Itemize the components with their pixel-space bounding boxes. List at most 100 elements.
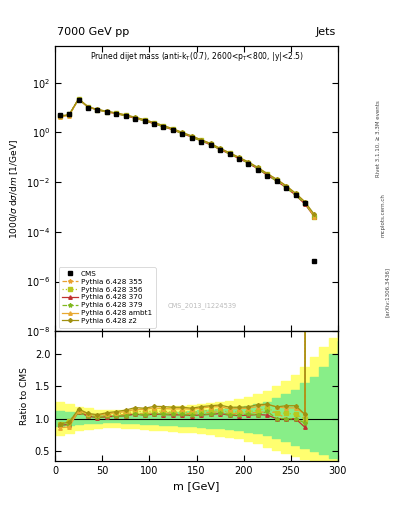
Line: Pythia 6.428 356: Pythia 6.428 356 bbox=[58, 97, 316, 219]
Pythia 6.428 ambt1 bbox=[218, 145, 222, 152]
Text: Rivet 3.1.10, ≥ 3.3M events: Rivet 3.1.10, ≥ 3.3M events bbox=[376, 100, 380, 177]
Line: Pythia 6.428 z2: Pythia 6.428 z2 bbox=[58, 97, 316, 216]
Pythia 6.428 355 bbox=[123, 113, 128, 119]
Pythia 6.428 356 bbox=[161, 123, 166, 130]
Pythia 6.428 ambt1 bbox=[133, 114, 138, 120]
Pythia 6.428 379 bbox=[303, 200, 307, 206]
Text: Jets: Jets bbox=[316, 27, 336, 37]
Pythia 6.428 379 bbox=[265, 172, 270, 178]
CMS bbox=[142, 118, 147, 124]
Pythia 6.428 370 bbox=[95, 107, 100, 113]
Pythia 6.428 370 bbox=[246, 160, 251, 166]
Pythia 6.428 355 bbox=[303, 200, 307, 206]
CMS bbox=[237, 156, 241, 162]
Pythia 6.428 355 bbox=[237, 155, 241, 161]
Pythia 6.428 z2 bbox=[161, 122, 166, 129]
Pythia 6.428 355 bbox=[114, 111, 119, 117]
Pythia 6.428 z2 bbox=[303, 199, 307, 205]
Pythia 6.428 z2 bbox=[67, 112, 72, 118]
Pythia 6.428 z2 bbox=[189, 133, 194, 139]
X-axis label: m [GeV]: m [GeV] bbox=[173, 481, 220, 491]
Pythia 6.428 379 bbox=[218, 146, 222, 153]
Pythia 6.428 370 bbox=[142, 118, 147, 124]
Pythia 6.428 379 bbox=[67, 112, 72, 118]
Pythia 6.428 355 bbox=[274, 177, 279, 183]
Pythia 6.428 379 bbox=[227, 151, 232, 157]
Pythia 6.428 379 bbox=[189, 134, 194, 140]
Pythia 6.428 z2 bbox=[255, 164, 260, 170]
Pythia 6.428 356 bbox=[237, 155, 241, 161]
Pythia 6.428 370 bbox=[171, 127, 175, 133]
Pythia 6.428 370 bbox=[255, 166, 260, 172]
Pythia 6.428 370 bbox=[284, 185, 288, 191]
CMS bbox=[95, 107, 100, 113]
Pythia 6.428 356 bbox=[246, 160, 251, 166]
CMS bbox=[227, 152, 232, 158]
Pythia 6.428 355 bbox=[152, 120, 156, 126]
Pythia 6.428 z2 bbox=[123, 112, 128, 118]
Pythia 6.428 z2 bbox=[265, 170, 270, 177]
Pythia 6.428 ambt1 bbox=[237, 155, 241, 161]
CMS bbox=[180, 131, 185, 137]
Pythia 6.428 ambt1 bbox=[293, 190, 298, 197]
Pythia 6.428 z2 bbox=[312, 211, 317, 218]
Legend: CMS, Pythia 6.428 355, Pythia 6.428 356, Pythia 6.428 370, Pythia 6.428 379, Pyt: CMS, Pythia 6.428 355, Pythia 6.428 356,… bbox=[59, 267, 156, 328]
CMS bbox=[218, 147, 222, 154]
Pythia 6.428 370 bbox=[303, 201, 307, 207]
Pythia 6.428 356 bbox=[284, 184, 288, 190]
CMS bbox=[199, 138, 204, 144]
Pythia 6.428 379 bbox=[237, 155, 241, 161]
Pythia 6.428 379 bbox=[57, 113, 62, 119]
CMS bbox=[123, 113, 128, 119]
Pythia 6.428 370 bbox=[265, 172, 270, 178]
Pythia 6.428 370 bbox=[274, 178, 279, 184]
Pythia 6.428 379 bbox=[161, 123, 166, 130]
Pythia 6.428 355 bbox=[227, 151, 232, 157]
Pythia 6.428 356 bbox=[312, 214, 317, 220]
CMS bbox=[105, 109, 109, 115]
CMS bbox=[171, 127, 175, 134]
Pythia 6.428 379 bbox=[208, 142, 213, 148]
CMS bbox=[114, 111, 119, 117]
Pythia 6.428 370 bbox=[67, 112, 72, 118]
Pythia 6.428 z2 bbox=[199, 137, 204, 143]
Pythia 6.428 356 bbox=[180, 130, 185, 136]
Pythia 6.428 356 bbox=[189, 134, 194, 140]
Line: CMS: CMS bbox=[57, 98, 317, 263]
Text: [arXiv:1306.3436]: [arXiv:1306.3436] bbox=[385, 267, 390, 317]
Pythia 6.428 370 bbox=[86, 104, 90, 110]
Pythia 6.428 355 bbox=[95, 106, 100, 113]
Pythia 6.428 379 bbox=[246, 160, 251, 166]
Pythia 6.428 356 bbox=[67, 112, 72, 118]
CMS bbox=[76, 97, 81, 103]
Pythia 6.428 379 bbox=[171, 127, 175, 133]
Pythia 6.428 370 bbox=[237, 156, 241, 162]
Pythia 6.428 355 bbox=[86, 104, 90, 110]
Pythia 6.428 z2 bbox=[237, 154, 241, 160]
Pythia 6.428 379 bbox=[105, 109, 109, 115]
Pythia 6.428 z2 bbox=[95, 106, 100, 113]
Pythia 6.428 379 bbox=[255, 166, 260, 172]
Pythia 6.428 379 bbox=[76, 96, 81, 102]
Pythia 6.428 ambt1 bbox=[114, 110, 119, 116]
Pythia 6.428 370 bbox=[57, 113, 62, 119]
Pythia 6.428 z2 bbox=[227, 150, 232, 156]
CMS bbox=[246, 161, 251, 167]
Pythia 6.428 370 bbox=[208, 142, 213, 148]
Pythia 6.428 379 bbox=[199, 138, 204, 144]
Pythia 6.428 z2 bbox=[57, 113, 62, 119]
Pythia 6.428 379 bbox=[95, 107, 100, 113]
Pythia 6.428 ambt1 bbox=[152, 120, 156, 126]
Pythia 6.428 356 bbox=[274, 177, 279, 183]
Line: Pythia 6.428 379: Pythia 6.428 379 bbox=[58, 97, 316, 219]
Pythia 6.428 ambt1 bbox=[67, 113, 72, 119]
Pythia 6.428 355 bbox=[208, 141, 213, 147]
Pythia 6.428 370 bbox=[133, 115, 138, 121]
Pythia 6.428 ambt1 bbox=[227, 150, 232, 156]
Pythia 6.428 379 bbox=[123, 113, 128, 119]
Pythia 6.428 379 bbox=[133, 115, 138, 121]
Pythia 6.428 370 bbox=[189, 134, 194, 140]
Pythia 6.428 z2 bbox=[76, 96, 81, 102]
Pythia 6.428 370 bbox=[227, 151, 232, 157]
CMS bbox=[152, 121, 156, 127]
